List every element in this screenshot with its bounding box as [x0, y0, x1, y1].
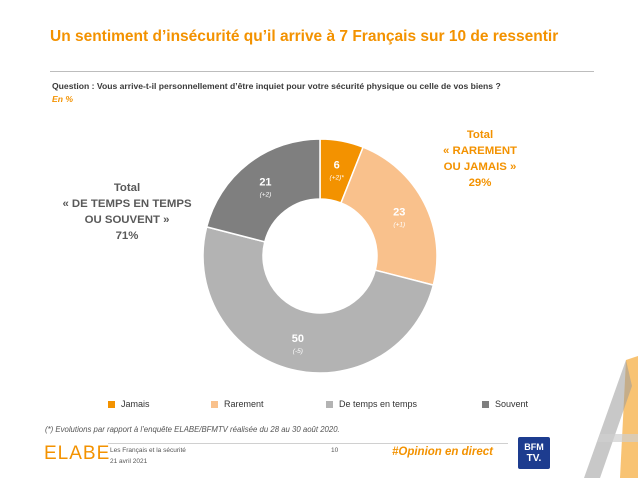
total-frequent-value: 71% [115, 230, 139, 242]
total-frequent-line-2: « DE TEMPS EN TEMPS [62, 198, 192, 210]
total-frequent-label: Total « DE TEMPS EN TEMPS OU SOUVENT » 7… [52, 180, 202, 244]
donut-value-de-temps-en-temps: 50 [292, 333, 304, 345]
total-rare-line-2: « RAREMENT [442, 145, 518, 157]
donut-value-rarement: 23 [393, 207, 405, 219]
footer-divider [108, 443, 508, 444]
legend-swatch-jamais [108, 400, 115, 408]
decorative-a-shape [584, 356, 638, 478]
unit-label: En % [52, 94, 74, 104]
legend-swatch-de-temps-en-temps [326, 400, 333, 408]
footer-date: 21 avril 2021 [110, 458, 148, 465]
page-title: Un sentiment d’insécurité qu’il arrive à… [50, 28, 559, 45]
bfmtv-logo-bottom: TV. [526, 453, 542, 464]
legend-label-souvent: Souvent [495, 399, 529, 409]
bfmtv-logo: BFM TV. [518, 437, 550, 469]
donut-slice-rarement [340, 146, 438, 287]
deco-orange-stroke [620, 356, 638, 478]
total-rare-value: 29% [468, 177, 492, 189]
legend-item-souvent: Souvent [482, 399, 528, 409]
chart-legend: Jamais Rarement De temps en temps Souven… [0, 399, 638, 415]
donut-change-rarement: (+1) [393, 222, 405, 229]
total-frequent-line-1: Total [113, 182, 141, 194]
deco-gray-stroke [584, 360, 632, 478]
total-rare-label: Total « RAREMENT OU JAMAIS » 29% [425, 127, 535, 191]
total-rare-line-1: Total [466, 129, 494, 141]
title-divider [50, 71, 594, 72]
donut-change-souvent: (+2) [260, 192, 272, 199]
donut-slice-de-temps-en-temps [202, 225, 435, 374]
elabe-logo: ELABE [44, 443, 111, 464]
footnote: (*) Evolutions par rapport à l’enquête E… [45, 425, 340, 434]
donut-value-jamais: 6 [334, 160, 340, 172]
legend-swatch-rarement [211, 400, 218, 408]
bfmtv-logo-top: BFM [524, 442, 544, 452]
legend-item-jamais: Jamais [108, 399, 150, 409]
donut-value-souvent: 21 [259, 177, 271, 189]
footer-study-name: Les Français et la sécurité [110, 447, 186, 454]
total-frequent-line-3: OU SOUVENT » [84, 214, 170, 226]
legend-item-rarement: Rarement [211, 399, 264, 409]
legend-label-jamais: Jamais [121, 399, 150, 409]
donut-change-jamais: (+2)* [330, 175, 345, 182]
legend-label-rarement: Rarement [224, 399, 264, 409]
page-number: 10 [331, 447, 339, 454]
legend-label-de-temps-en-temps: De temps en temps [339, 399, 418, 409]
total-rare-line-3: OU JAMAIS » [443, 161, 517, 173]
deco-crossbar [597, 434, 638, 442]
legend-item-de-temps-en-temps: De temps en temps [326, 399, 417, 409]
opinion-hashtag: #Opinion en direct [392, 446, 493, 458]
donut-slice-souvent [205, 138, 321, 243]
donut-chart: 6 (+2)* 23 (+1) 50 (-5) 21 (+2) [202, 138, 438, 374]
question-text: Question : Vous arrive-t-il personnellem… [52, 81, 501, 91]
legend-swatch-souvent [482, 400, 489, 408]
donut-change-de-temps-en-temps: (-5) [293, 348, 303, 355]
